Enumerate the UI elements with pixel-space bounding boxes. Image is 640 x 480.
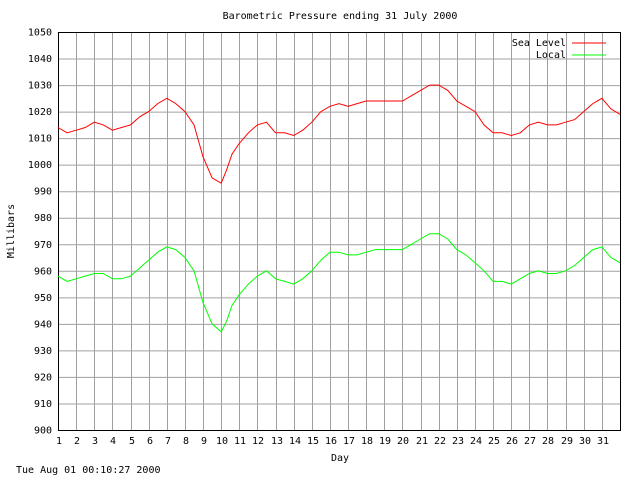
x-tick-labels: 1 2 3 4 5 6 7 8 9 10 11 12 13 14 15 16 17 18 19 20 21 22 23 24 2… [56, 436, 609, 447]
x-tick-label: 2 [74, 436, 80, 447]
x-tick-label: 9 [201, 436, 207, 447]
x-tick-label: 26 [506, 436, 518, 447]
x-tick-label: 30 [579, 436, 591, 447]
x-tick-label: 25 [488, 436, 500, 447]
x-tick-label: 1 [56, 436, 62, 447]
y-tick-label: 900 [34, 426, 52, 437]
y-tick-label: 980 [34, 213, 52, 224]
x-tick-label: 4 [110, 436, 116, 447]
x-tick-label: 19 [379, 436, 391, 447]
x-tick-label: 8 [183, 436, 189, 447]
y-tick-labels: 900 910 920 930 940 950 960 970 980 990 1000 1010 10… [28, 28, 52, 437]
x-tick-label: 3 [92, 436, 98, 447]
plot-border [58, 32, 621, 431]
chart-title: Barometric Pressure ending 31 July 2000 [223, 11, 458, 22]
y-tick-label: 1020 [28, 107, 52, 118]
x-tick-label: 31 [597, 436, 609, 447]
y-tick-label: 930 [34, 346, 52, 357]
x-tick-label: 11 [234, 436, 246, 447]
y-tick-label: 940 [34, 319, 52, 330]
series-line-local [57, 233, 621, 333]
x-tick-label: 7 [165, 436, 171, 447]
y-tick-label: 1030 [28, 81, 52, 92]
timestamp-footer: Tue Aug 01 00:10:27 2000 [16, 465, 161, 476]
y-tick-label: 1040 [28, 54, 52, 65]
y-tick-label: 960 [34, 266, 52, 277]
x-tick-label: 29 [561, 436, 573, 447]
y-tick-label: 920 [34, 372, 52, 383]
legend-label-local: Local [536, 50, 566, 61]
x-tick-label: 22 [434, 436, 446, 447]
x-tick-label: 28 [542, 436, 554, 447]
x-tick-label: 17 [343, 436, 355, 447]
x-axis-label: Day [331, 453, 349, 464]
x-tick-label: 23 [452, 436, 464, 447]
grid-lines [58, 32, 620, 431]
y-axis-label: Millibars [6, 204, 17, 258]
x-tick-label: 12 [252, 436, 264, 447]
x-tick-label: 10 [216, 436, 228, 447]
y-tick-label: 950 [34, 293, 52, 304]
x-tick-label: 21 [416, 436, 428, 447]
y-tick-label: 1050 [28, 28, 52, 39]
x-tick-label: 13 [271, 436, 283, 447]
x-tick-label: 24 [470, 436, 482, 447]
y-tick-label: 1000 [28, 160, 52, 171]
axes [58, 32, 621, 431]
legend-label-sea-level: Sea Level [512, 38, 566, 49]
x-tick-label: 27 [524, 436, 536, 447]
x-tick-label: 6 [147, 436, 153, 447]
y-tick-label: 910 [34, 399, 52, 410]
x-tick-label: 14 [289, 436, 301, 447]
y-tick-label: 1010 [28, 134, 52, 145]
series-lines [57, 84, 621, 333]
x-tick-label: 18 [361, 436, 373, 447]
y-tick-label: 970 [34, 240, 52, 251]
series-line-sea-level [57, 84, 621, 184]
x-tick-label: 15 [307, 436, 319, 447]
legend: Sea Level Local [512, 38, 606, 61]
x-tick-label: 20 [397, 436, 409, 447]
y-tick-label: 990 [34, 187, 52, 198]
x-tick-label: 5 [129, 436, 135, 447]
x-tick-label: 16 [325, 436, 337, 447]
